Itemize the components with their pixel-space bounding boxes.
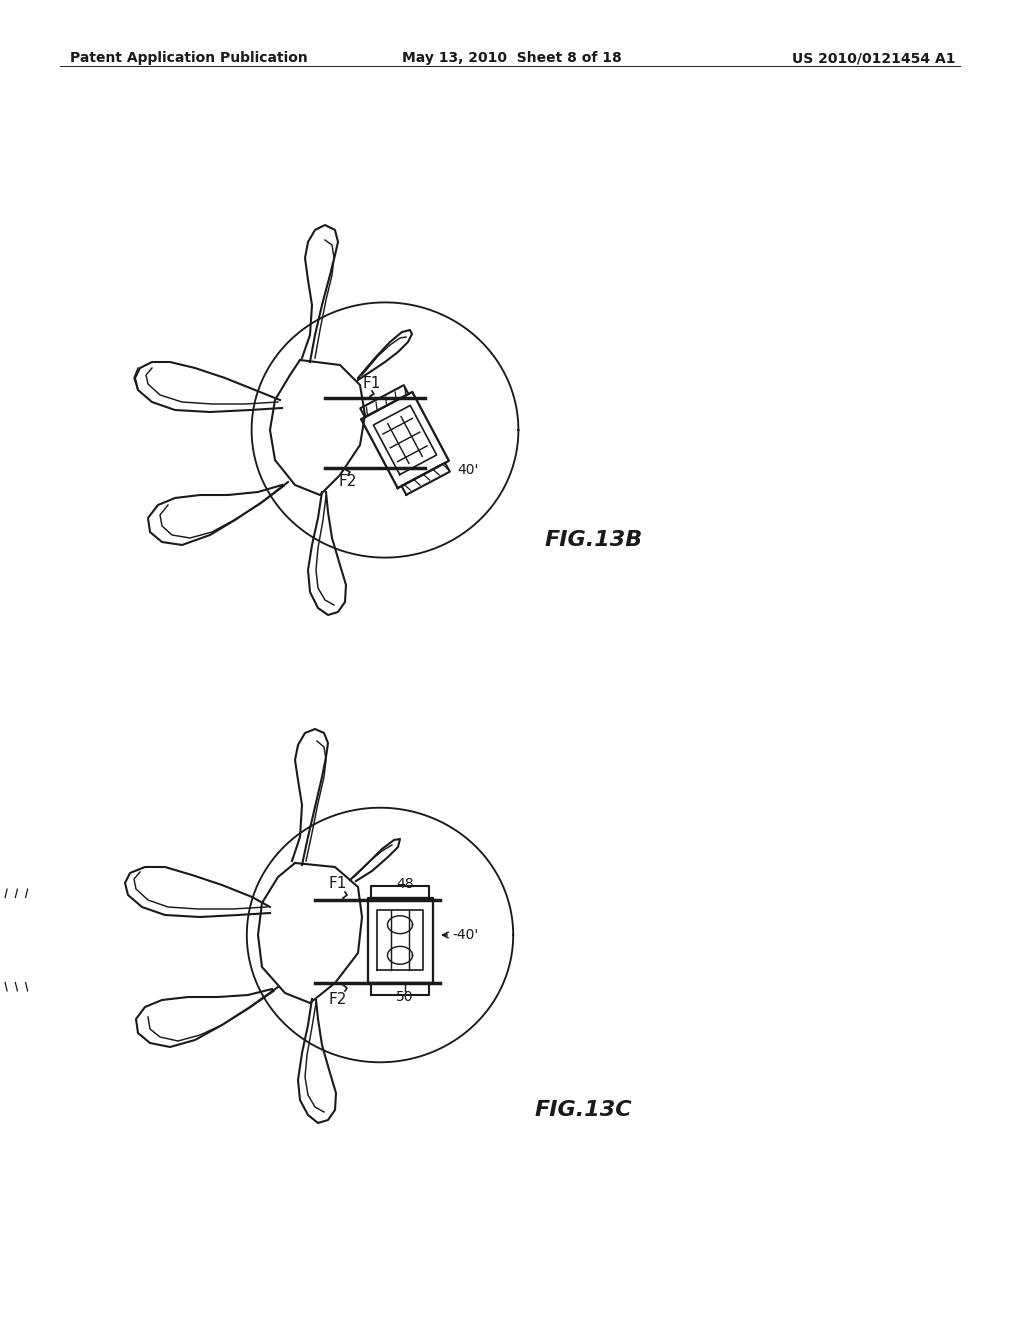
Text: F1: F1: [362, 376, 381, 392]
Text: US 2010/0121454 A1: US 2010/0121454 A1: [792, 51, 955, 65]
Text: FIG.13B: FIG.13B: [545, 531, 643, 550]
Text: 48: 48: [396, 876, 414, 891]
Text: May 13, 2010  Sheet 8 of 18: May 13, 2010 Sheet 8 of 18: [402, 51, 622, 65]
Text: FIG.13C: FIG.13C: [535, 1100, 633, 1119]
Text: -40': -40': [452, 928, 478, 942]
Text: 50: 50: [396, 990, 414, 1005]
Text: F2: F2: [329, 991, 347, 1006]
Text: Patent Application Publication: Patent Application Publication: [70, 51, 308, 65]
Text: 40': 40': [457, 463, 478, 477]
Text: F1: F1: [329, 876, 347, 891]
Text: F2: F2: [339, 474, 357, 490]
